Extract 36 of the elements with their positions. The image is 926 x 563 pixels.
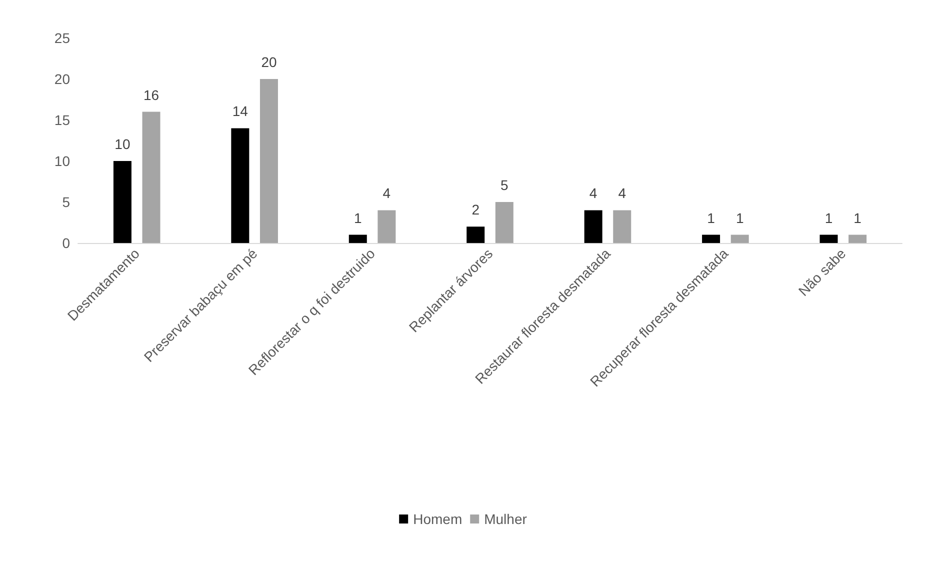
y-tick-label: 5 (62, 194, 70, 210)
bar (231, 128, 250, 243)
bar (113, 161, 132, 243)
data-label: 10 (114, 136, 130, 152)
bar (613, 210, 632, 243)
bar (466, 226, 485, 243)
data-label: 1 (707, 210, 716, 226)
data-label: 4 (618, 185, 626, 202)
bar (348, 234, 367, 243)
y-tick-label: 25 (54, 30, 70, 46)
data-label: 20 (261, 54, 277, 70)
data-label: 1 (354, 210, 362, 226)
data-label: 4 (589, 185, 598, 202)
y-tick-label: 15 (54, 112, 70, 128)
data-label: 4 (382, 185, 391, 202)
data-label: 1 (854, 210, 862, 226)
y-tick-label: 10 (54, 153, 70, 169)
data-label: 16 (143, 86, 160, 103)
bar (730, 234, 749, 243)
bar (378, 210, 396, 243)
data-label: 2 (472, 202, 480, 218)
bar (142, 112, 160, 243)
bar (702, 234, 720, 243)
legend-label: Mulher (484, 511, 528, 527)
y-tick-label: 0 (62, 235, 70, 251)
bar (584, 210, 602, 243)
y-tick-label: 20 (54, 71, 70, 87)
data-label: 14 (232, 103, 248, 120)
data-label: 5 (500, 177, 508, 193)
bar (820, 234, 838, 243)
bar (495, 202, 514, 243)
data-label: 1 (736, 210, 744, 226)
bar (848, 234, 867, 243)
data-label: 1 (824, 210, 833, 226)
legend-label: Homem (413, 511, 462, 527)
bar (260, 79, 278, 243)
